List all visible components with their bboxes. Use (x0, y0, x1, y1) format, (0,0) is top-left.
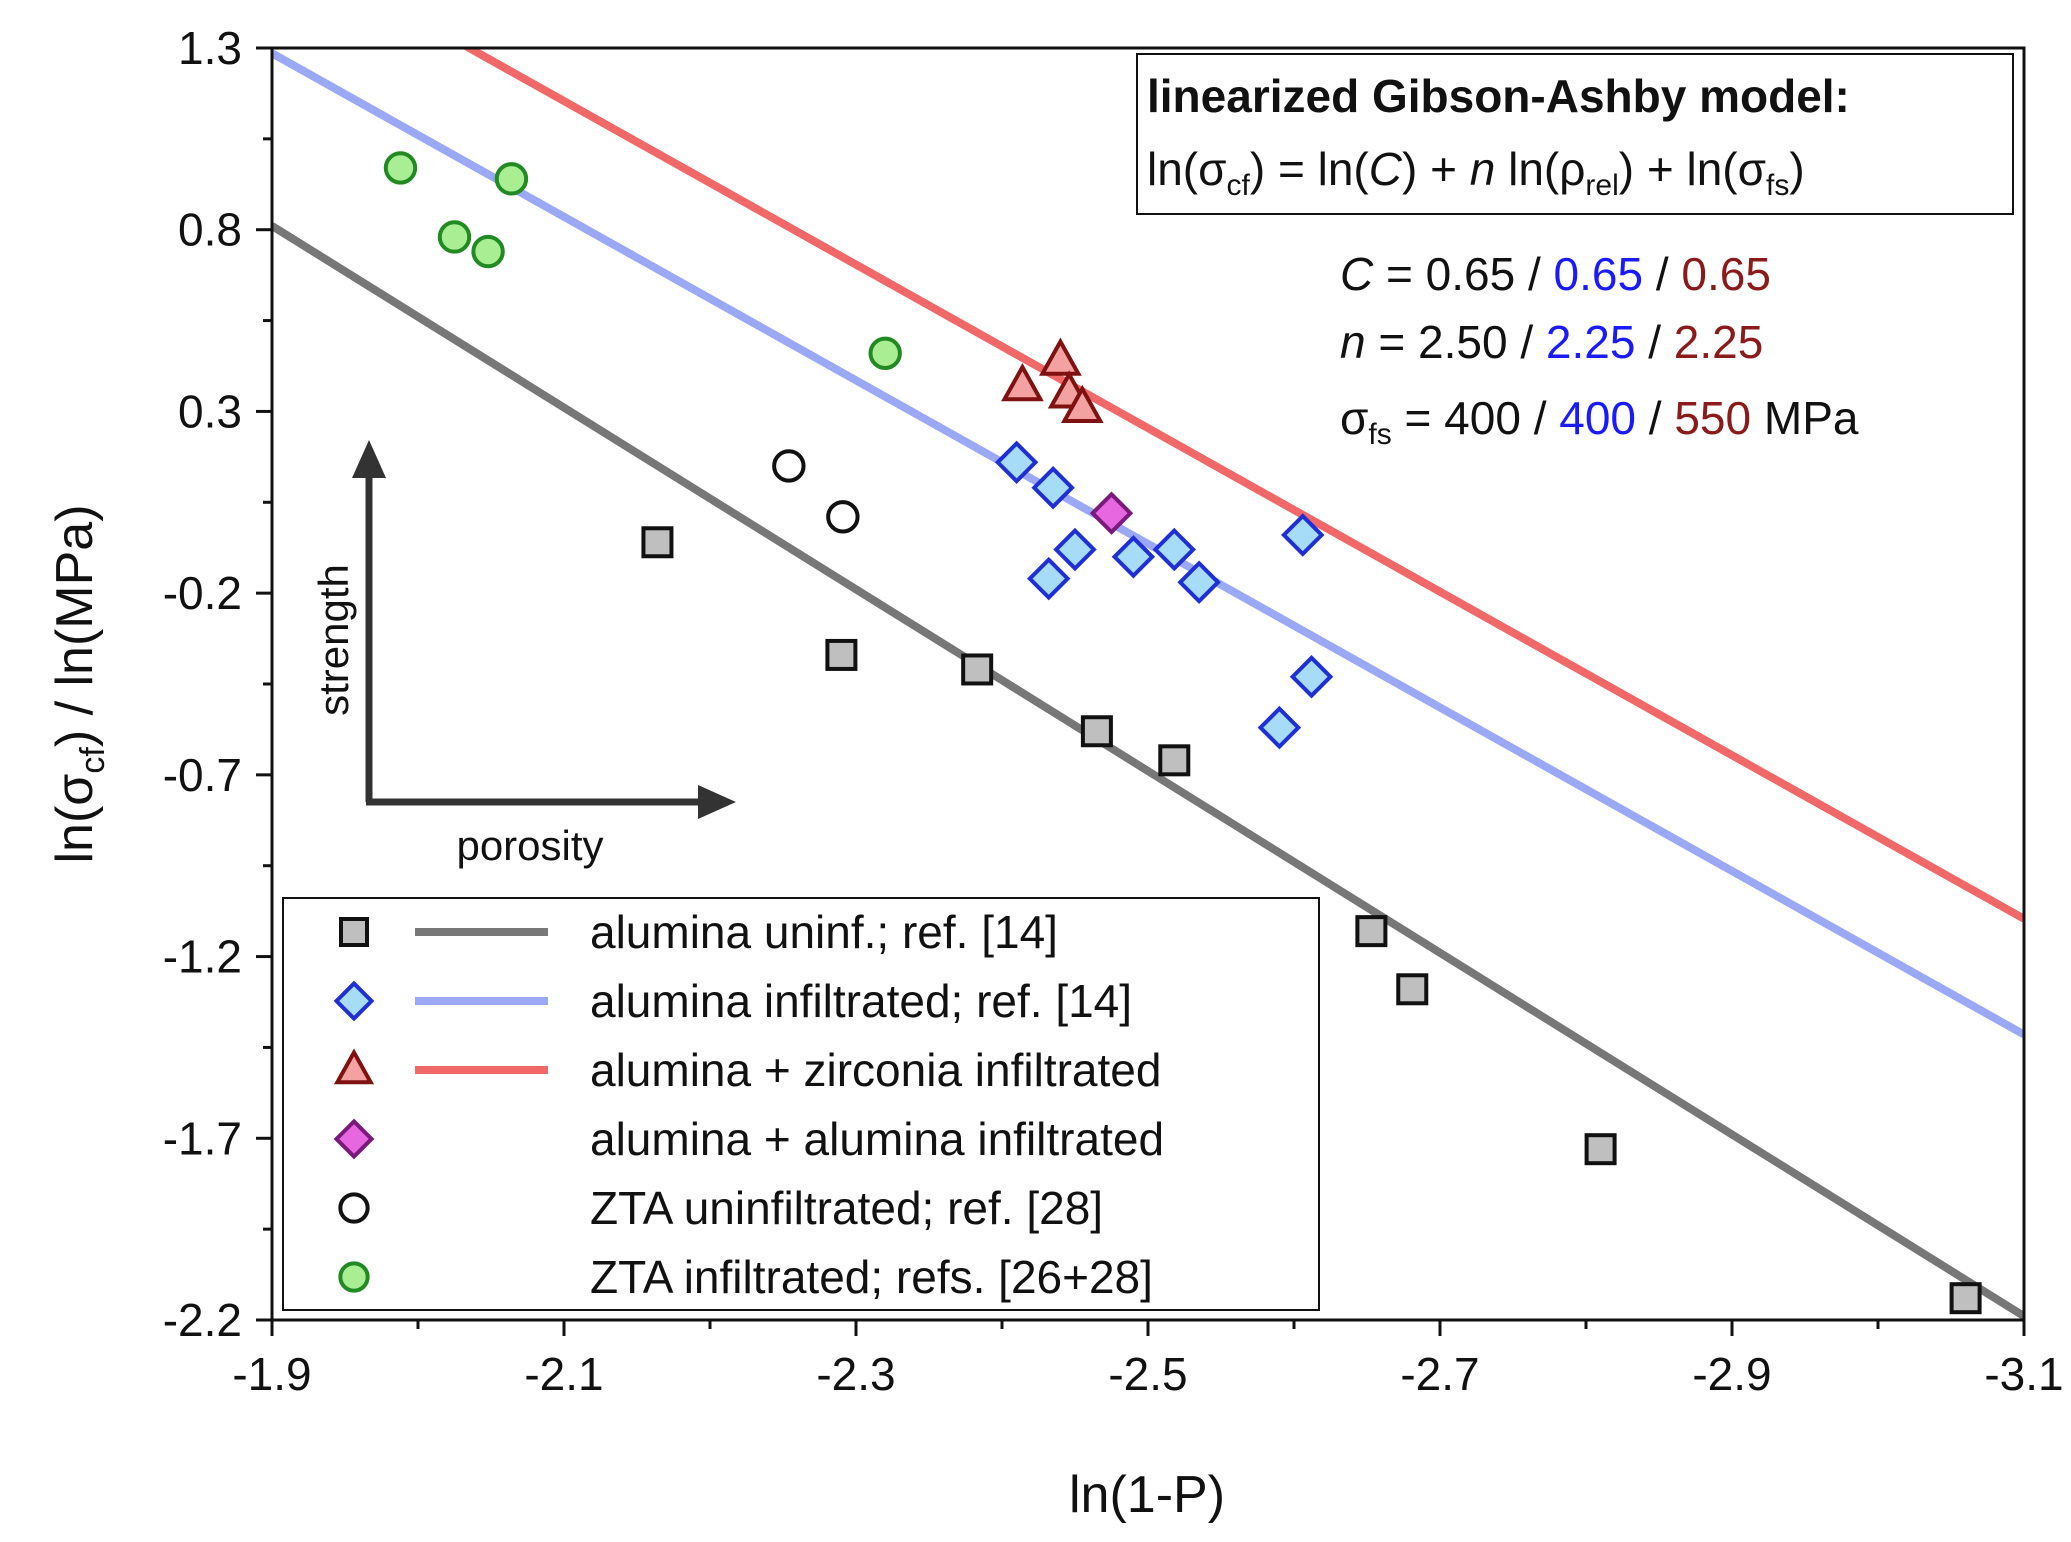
data-point-circle (772, 449, 806, 483)
model-parameters: C = 0.65 / 0.65 / 0.65 n = 2.50 / 2.25 /… (1340, 248, 1859, 451)
fit-line-inf (272, 49, 2024, 1039)
param-c: C = 0.65 / 0.65 / 0.65 (1340, 248, 1771, 300)
data-point-circle (868, 336, 902, 370)
data-point-square (1158, 744, 1191, 777)
legend-label: alumina infiltrated; ref. [14] (590, 975, 1132, 1027)
model-box-frame (1136, 53, 2014, 215)
legend-marker-diamond (333, 980, 375, 1022)
porosity-arrowhead (698, 785, 736, 819)
x-tick-label: -1.9 (232, 1348, 311, 1400)
data-point-circle (383, 151, 418, 185)
y-tick-label: 0.8 (178, 204, 242, 256)
y-tick-label: -0.2 (163, 567, 242, 619)
legend-marker-circle (338, 1192, 370, 1224)
strength-label: strength (310, 564, 357, 716)
fit-lines (272, 48, 2024, 1320)
data-point-diamond (1289, 655, 1334, 699)
data-point-diamond (1177, 560, 1221, 604)
trend-arrows: strength porosity (310, 440, 736, 869)
data-point-diamond (1281, 513, 1325, 557)
y-axis: 1.3 0.8 0.3 -0.2 -0.7 -1.2 -1.7 -2.2 (163, 22, 272, 1346)
y-tick-label: 0.3 (178, 385, 242, 437)
data-point-square (1396, 973, 1429, 1006)
data-point-triangle (1001, 362, 1044, 402)
data-point-diamond (1111, 535, 1156, 579)
data-point-square (1355, 915, 1388, 948)
legend: alumina uninf.; ref. [14] alumina infiltr… (282, 897, 1320, 1311)
data-point-circle (471, 234, 505, 269)
legend-label: alumina + zirconia infiltrated (590, 1044, 1161, 1096)
y-tick-label: -1.7 (163, 1112, 242, 1164)
y-axis-label: ln(σcf) / ln(MPa) (46, 504, 112, 863)
data-point-circle (826, 500, 860, 534)
data-point-square (961, 653, 994, 686)
porosity-label: porosity (456, 822, 603, 869)
legend-marker-square (339, 917, 369, 947)
x-tick-label: -3.1 (1984, 1348, 2063, 1400)
y-tick-label: -1.2 (163, 931, 242, 983)
fit-line-uninf (272, 222, 2024, 1320)
model-equation: ln(σcf) = ln(C) + n ln(ρrel) + ln(σfs) (1147, 143, 1805, 202)
markers (383, 151, 1982, 1315)
legend-frame (282, 897, 1320, 1311)
data-point-diamond (1257, 705, 1302, 750)
strength-arrowhead (352, 440, 386, 478)
data-point-triangle (1060, 384, 1104, 424)
data-point-circle (494, 162, 529, 196)
data-point-diamond (994, 440, 1039, 485)
data-point-diamond (1031, 466, 1075, 510)
param-sigma-fs: σfs = 400 / 400 / 550 MPa (1340, 392, 1859, 451)
x-tick-label: -2.3 (816, 1348, 895, 1400)
data-point-diamond (1026, 556, 1071, 601)
data-point-diamond (1089, 491, 1134, 535)
y-tick-label: -0.7 (163, 749, 242, 801)
x-tick-label: -2.5 (1108, 1348, 1187, 1400)
data-point-square (1949, 1282, 1982, 1315)
x-axis: -1.9 -2.1 -2.3 -2.5 -2.7 -2.9 -3.1 (232, 1320, 2064, 1400)
data-point-triangle (1039, 337, 1082, 376)
data-point-diamond (1152, 527, 1197, 572)
legend-entries: alumina uninf.; ref. [14] alumina infiltr… (333, 906, 1164, 1303)
legend-marker-circle (338, 1261, 370, 1293)
data-point-square (1080, 715, 1113, 748)
data-point-diamond (1053, 527, 1097, 572)
legend-label: alumina + alumina infiltrated (590, 1113, 1164, 1165)
y-tick-label: -2.2 (163, 1294, 242, 1346)
data-point-square (641, 526, 674, 559)
y-tick-label: 1.3 (178, 22, 242, 74)
data-point-square (1584, 1133, 1617, 1166)
model-title: linearized Gibson-Ashby model: (1147, 70, 1850, 122)
legend-label: ZTA uninfiltrated; ref. [28] (590, 1182, 1103, 1234)
param-n: n = 2.50 / 2.25 / 2.25 (1340, 316, 1763, 368)
legend-label: alumina uninf.; ref. [14] (590, 906, 1058, 958)
legend-label: ZTA infiltrated; refs. [26+28] (590, 1251, 1153, 1303)
x-tick-label: -2.9 (1692, 1348, 1771, 1400)
data-point-circle (437, 220, 472, 254)
x-axis-label: ln(1-P) (1069, 1466, 1225, 1524)
x-tick-label: -2.1 (524, 1348, 603, 1400)
fit-line-zirc (461, 48, 2024, 923)
legend-marker-diamond (333, 1118, 375, 1160)
legend-marker-triangle (333, 1048, 375, 1085)
data-point-square (825, 638, 858, 671)
x-tick-label: -2.7 (1400, 1348, 1479, 1400)
model-box: linearized Gibson-Ashby model: ln(σcf) =… (1136, 53, 2014, 215)
